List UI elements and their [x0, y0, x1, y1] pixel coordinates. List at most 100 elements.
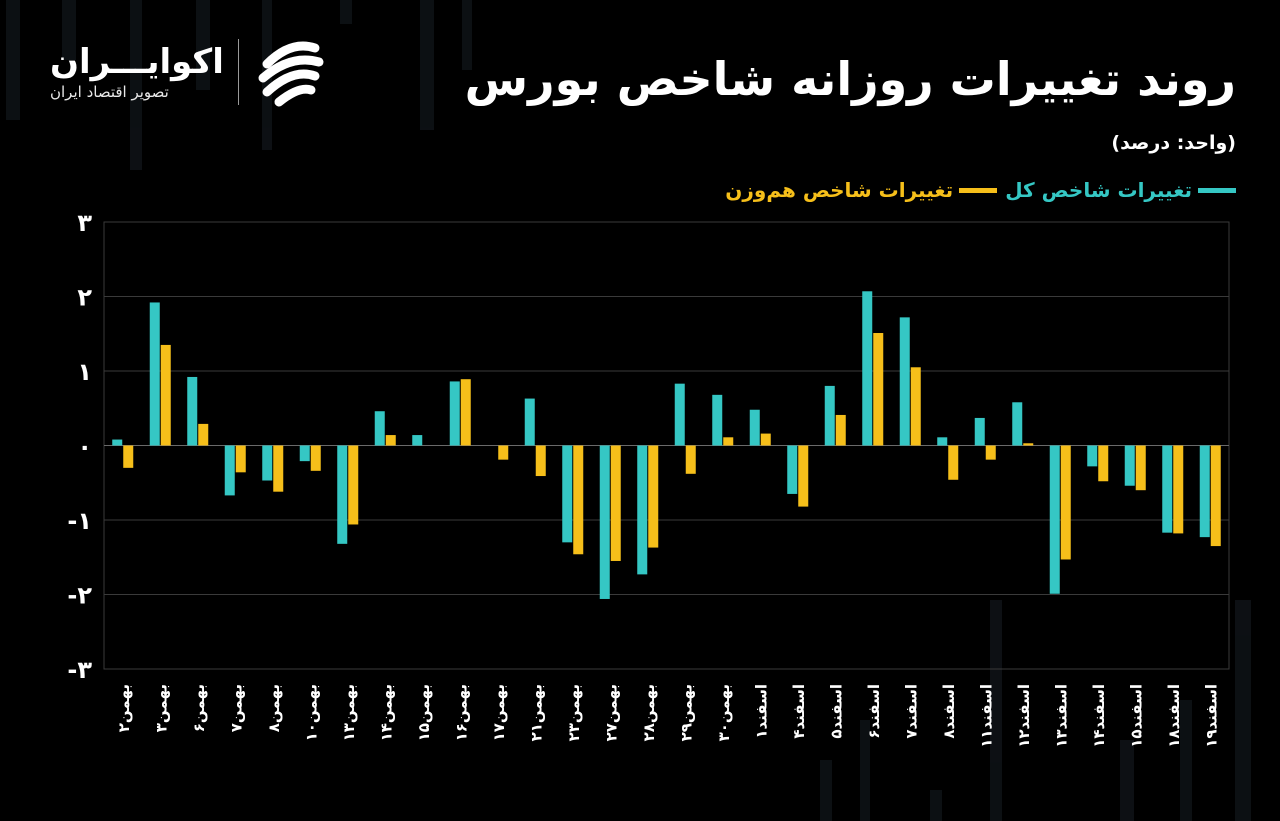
- bar-total: [787, 445, 798, 494]
- brand-logo: اکوایـــران تصویر اقتصاد ایران: [50, 32, 329, 112]
- bar-equal: [1023, 443, 1034, 446]
- x-tick-label: اسفند۵: [827, 684, 845, 739]
- x-tick-label: بهمن۱۵: [415, 684, 433, 741]
- bar-total: [1087, 445, 1098, 467]
- x-tick-label: اسفند۱۴: [1090, 684, 1108, 748]
- brand-name: اکوایـــران: [50, 42, 224, 82]
- bar-total: [1012, 402, 1023, 446]
- bar-total: [562, 445, 573, 543]
- bar-equal: [723, 437, 734, 446]
- x-tick-label: بهمن۲۳: [565, 684, 583, 741]
- x-tick-label: اسفند۴: [790, 684, 808, 739]
- legend-swatch-total: [1198, 187, 1236, 193]
- bar-equal: [948, 445, 959, 480]
- bar-equal: [685, 445, 696, 474]
- bar-equal: [310, 445, 321, 471]
- ecoiran-swoosh-icon: [258, 41, 324, 107]
- chart-title: روند تغییرات روزانه شاخص بورس: [464, 52, 1237, 106]
- bar-total: [1049, 445, 1060, 594]
- bar-total: [337, 445, 348, 544]
- bar-total: [262, 445, 273, 481]
- legend-swatch-equal: [959, 187, 998, 193]
- bar-equal: [498, 445, 509, 460]
- x-tick-label: بهمن۳۰: [715, 684, 733, 741]
- x-tick-label: اسفند۱۹: [1202, 684, 1220, 748]
- x-tick-label: اسفند۱۵: [1127, 684, 1145, 748]
- bar-equal: [1060, 445, 1071, 560]
- bar-equal: [1098, 445, 1109, 482]
- bar-equal: [460, 379, 471, 446]
- bar-total: [374, 411, 385, 446]
- bar-total: [1162, 445, 1173, 533]
- x-tick-label: بهمن۲: [115, 684, 133, 732]
- legend-label-total: تغییرات شاخص کل: [1005, 178, 1192, 202]
- y-tick-label: ۰: [77, 433, 92, 461]
- bar-total: [149, 302, 160, 446]
- x-tick-label: بهمن۲۹: [677, 684, 695, 741]
- y-tick-label: -۱: [67, 507, 92, 535]
- bar-equal: [198, 423, 209, 446]
- x-tick-label: بهمن۱۰: [302, 684, 320, 741]
- bar-total: [524, 398, 535, 446]
- bar-total: [712, 394, 723, 446]
- bar-equal: [385, 435, 396, 446]
- chart-legend: تغییرات شاخص کل تغییرات شاخص هم‌وزن: [725, 178, 1236, 202]
- x-tick-label: بهمن۱۳: [340, 684, 358, 741]
- bar-equal: [610, 445, 621, 561]
- brand-tagline: تصویر اقتصاد ایران: [50, 83, 169, 101]
- legend-item-equal: تغییرات شاخص هم‌وزن: [725, 178, 998, 202]
- bar-total: [1199, 445, 1210, 538]
- bar-equal: [123, 445, 134, 468]
- bar-total: [1124, 445, 1135, 486]
- x-tick-label: اسفند۱۳: [1052, 684, 1070, 748]
- bar-equal: [1135, 445, 1146, 491]
- x-tick-label: بهمن۶: [190, 684, 208, 732]
- bar-total: [862, 291, 873, 446]
- legend-item-total: تغییرات شاخص کل: [1005, 178, 1236, 202]
- x-tick-label: بهمن۸: [265, 684, 283, 732]
- x-tick-label: بهمن۱۷: [490, 684, 508, 741]
- brand-separator: [237, 39, 239, 105]
- bar-equal: [235, 445, 246, 473]
- bar-equal: [835, 414, 846, 446]
- bar-total: [937, 437, 948, 446]
- bar-total: [974, 417, 985, 446]
- chart-unit-label: (واحد: درصد): [1111, 132, 1236, 154]
- bar-total: [299, 445, 310, 462]
- bar-equal: [535, 445, 546, 477]
- bar-total: [187, 376, 198, 446]
- x-tick-label: اسفند۱۱: [977, 684, 995, 748]
- x-tick-label: اسفند۱۲: [1015, 684, 1033, 748]
- x-tick-label: بهمن۱۴: [377, 684, 395, 741]
- bar-equal: [760, 433, 771, 446]
- bar-equal: [985, 445, 996, 460]
- x-tick-label: بهمن۳: [152, 684, 170, 732]
- bar-total: [824, 385, 835, 446]
- x-tick-label: بهمن۷: [227, 684, 245, 732]
- bar-total: [899, 317, 910, 446]
- x-tick-label: اسفند۸: [940, 684, 958, 739]
- bar-total: [599, 445, 610, 599]
- bar-equal: [648, 445, 659, 548]
- bar-total: [412, 435, 423, 446]
- bar-equal: [1210, 445, 1221, 547]
- bar-equal: [910, 367, 921, 446]
- x-tick-label: اسفند۶: [865, 684, 883, 739]
- y-tick-label: -۳: [67, 656, 92, 684]
- x-tick-label: اسفند۷: [902, 684, 920, 739]
- x-tick-label: اسفند۱: [752, 684, 770, 739]
- bar-equal: [873, 333, 884, 446]
- bar-total: [224, 445, 235, 496]
- bar-total: [674, 383, 685, 446]
- x-tick-label: اسفند۱۸: [1165, 684, 1183, 748]
- bar-equal: [348, 445, 359, 525]
- bar-total: [449, 381, 460, 446]
- bar-equal: [1173, 445, 1184, 534]
- bar-total: [637, 445, 648, 575]
- x-tick-label: بهمن۲۸: [640, 684, 658, 741]
- bar-equal: [273, 445, 284, 492]
- x-tick-label: بهمن۲۷: [602, 684, 620, 741]
- bar-equal: [160, 344, 171, 446]
